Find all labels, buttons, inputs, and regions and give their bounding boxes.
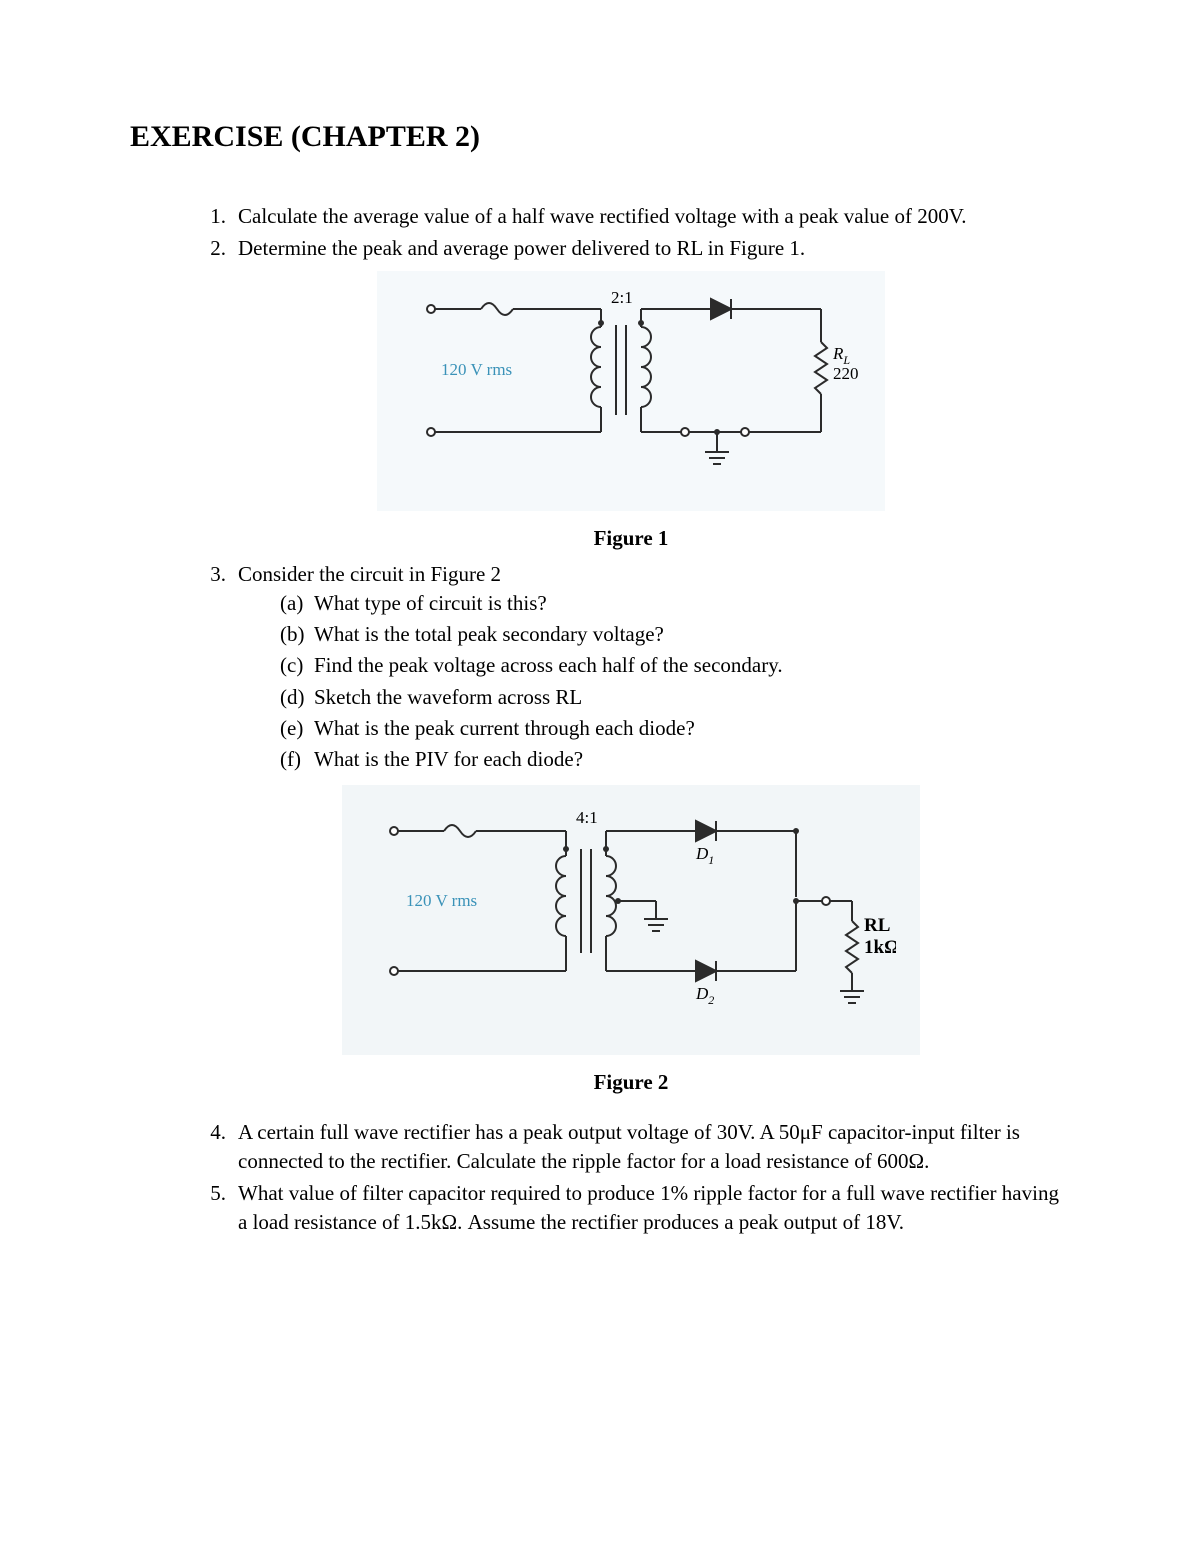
figure-1-caption: Figure 1 [192, 524, 1070, 552]
question-number: 5. [192, 1179, 238, 1236]
subpart-letter: (e) [280, 714, 314, 742]
question-text: Consider the circuit in Figure 2 [238, 560, 1070, 588]
page: EXERCISE (CHAPTER 2) 1. Calculate the av… [0, 0, 1200, 1553]
subpart-text: What is the peak current through each di… [314, 714, 1070, 742]
subpart-text: What is the PIV for each diode? [314, 745, 1070, 773]
question-text: A certain full wave rectifier has a peak… [238, 1118, 1070, 1175]
question-item: 2. Determine the peak and average power … [192, 234, 1070, 262]
page-title: EXERCISE (CHAPTER 2) [130, 120, 1070, 154]
question-subpart: (c) Find the peak voltage across each ha… [280, 651, 1070, 679]
question-number: 4. [192, 1118, 238, 1175]
subpart-letter: (b) [280, 620, 314, 648]
figure-1-svg: 2:1 120 V rms RL 220 Ω [401, 287, 861, 497]
subpart-letter: (f) [280, 745, 314, 773]
figure-2-svg: 4:1 120 V rms D1 D2 RL 1kΩ [366, 801, 896, 1041]
subpart-text: Sketch the waveform across RL [314, 683, 1070, 711]
subpart-text: What type of circuit is this? [314, 589, 1070, 617]
question-item: 3. Consider the circuit in Figure 2 (a) … [192, 560, 1070, 776]
question-item: 4. A certain full wave rectifier has a p… [192, 1118, 1070, 1175]
figure-1-rms-label: 120 V rms [441, 360, 512, 379]
question-number: 1. [192, 202, 238, 230]
subpart-text: What is the total peak secondary voltage… [314, 620, 1070, 648]
question-subpart: (d) Sketch the waveform across RL [280, 683, 1070, 711]
figure-1-ratio: 2:1 [611, 288, 633, 307]
question-item: 1. Calculate the average value of a half… [192, 202, 1070, 230]
question-text: Calculate the average value of a half wa… [238, 202, 1070, 230]
question-number: 3. [192, 560, 238, 776]
figure-2-load-label: RL [864, 915, 890, 936]
figure-2-caption: Figure 2 [192, 1068, 1070, 1096]
figure-2: 4:1 120 V rms D1 D2 RL 1kΩ Figure 2 [192, 785, 1070, 1097]
question-text: Determine the peak and average power del… [238, 234, 1070, 262]
question-subpart: (f) What is the PIV for each diode? [280, 745, 1070, 773]
figure-1-circuit: 2:1 120 V rms RL 220 Ω [377, 271, 885, 511]
figure-2-ratio: 4:1 [576, 808, 598, 827]
question-subpart: (b) What is the total peak secondary vol… [280, 620, 1070, 648]
subpart-text: Find the peak voltage across each half o… [314, 651, 1070, 679]
question-subpart: (a) What type of circuit is this? [280, 589, 1070, 617]
question-text: What value of filter capacitor required … [238, 1179, 1070, 1236]
question-list: 1. Calculate the average value of a half… [130, 202, 1070, 1236]
question-number: 2. [192, 234, 238, 262]
subpart-letter: (d) [280, 683, 314, 711]
figure-2-circuit: 4:1 120 V rms D1 D2 RL 1kΩ [342, 785, 920, 1055]
figure-2-load-value: 1kΩ [864, 937, 896, 958]
subpart-letter: (a) [280, 589, 314, 617]
figure-2-d2-label: D2 [695, 984, 714, 1007]
figure-1-load-value: 220 Ω [833, 364, 861, 383]
question-item: 5. What value of filter capacitor requir… [192, 1179, 1070, 1236]
question-subpart: (e) What is the peak current through eac… [280, 714, 1070, 742]
figure-2-rms-label: 120 V rms [406, 891, 477, 910]
question-3-subparts: (a) What type of circuit is this? (b) Wh… [238, 589, 1070, 774]
subpart-letter: (c) [280, 651, 314, 679]
figure-1: 2:1 120 V rms RL 220 Ω Figure 1 [192, 271, 1070, 553]
figure-2-d1-label: D1 [695, 844, 714, 867]
